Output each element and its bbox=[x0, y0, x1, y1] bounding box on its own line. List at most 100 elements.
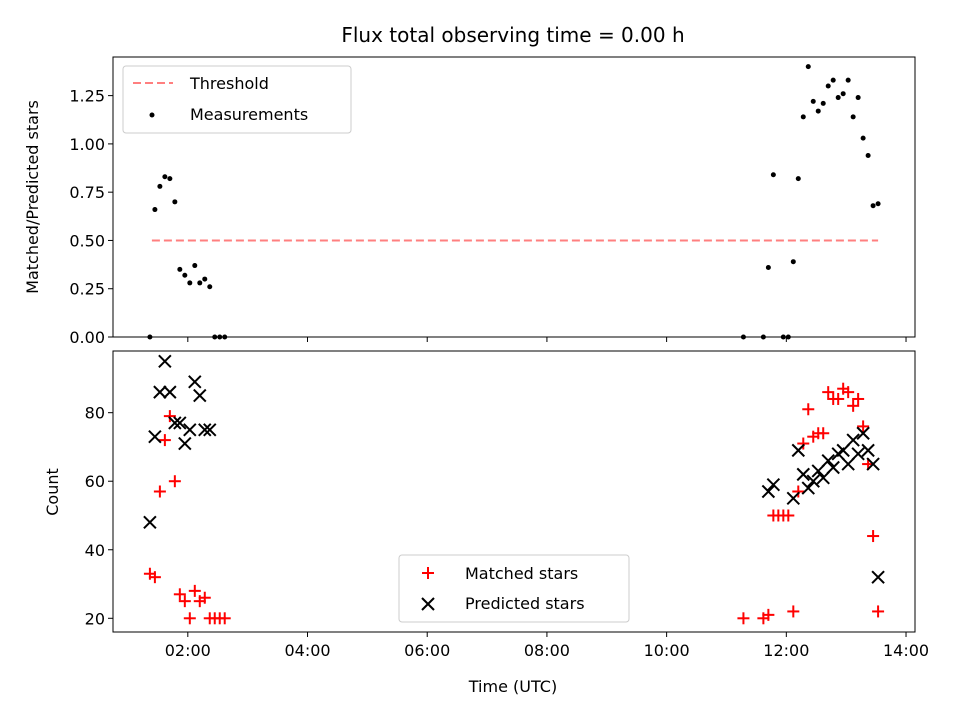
matched-stars-point bbox=[817, 427, 830, 440]
star-count-marks bbox=[143, 354, 885, 625]
measurements-point bbox=[172, 199, 178, 205]
predicted-stars-point bbox=[178, 436, 192, 451]
measurements-point bbox=[875, 201, 881, 207]
matched-stars-point bbox=[153, 485, 166, 498]
measurements-point bbox=[795, 176, 801, 182]
legend-measurements-swatch bbox=[149, 112, 155, 118]
predicted-stars-point bbox=[193, 388, 207, 403]
measurements-point bbox=[770, 172, 776, 178]
measurements-point bbox=[182, 272, 188, 278]
measurements-point bbox=[830, 77, 836, 83]
measurements-point bbox=[840, 91, 846, 97]
measurements-point bbox=[855, 95, 861, 101]
predicted-stars-point bbox=[796, 467, 810, 482]
legend-matched-label: Matched stars bbox=[465, 564, 578, 583]
y-tick-label: 1.00 bbox=[69, 135, 105, 154]
legend-predicted-label: Predicted stars bbox=[465, 594, 585, 613]
predicted-stars-point bbox=[766, 477, 781, 492]
measurements-point bbox=[810, 98, 816, 104]
x-tick-label: 14:00 bbox=[883, 641, 929, 660]
measurements-point bbox=[865, 152, 871, 158]
predicted-stars-point bbox=[801, 481, 815, 495]
measurements-point bbox=[815, 108, 821, 114]
predicted-stars-point bbox=[198, 423, 212, 437]
predicted-stars-point bbox=[791, 443, 805, 458]
predicted-stars-point bbox=[806, 474, 820, 488]
predicted-stars-point bbox=[851, 447, 865, 461]
flux-ratio-x-ticks bbox=[187, 337, 907, 342]
matched-stars-point bbox=[787, 605, 800, 618]
measurements-point bbox=[800, 114, 806, 120]
flux-ratio-y-ticks: 0.00 0.25 0.50 0.75 1.00 1.25 bbox=[69, 87, 113, 347]
x-tick-label: 10:00 bbox=[644, 641, 690, 660]
matched-stars-point bbox=[148, 571, 161, 584]
flux-ratio-legend: Threshold Measurements bbox=[122, 65, 352, 134]
predicted-stars-point bbox=[871, 570, 885, 584]
measurements-point bbox=[860, 135, 866, 141]
star-count-x-ticks: 02:00 04:00 06:00 08:00 10:00 12:00 14:00 bbox=[165, 632, 929, 660]
predicted-stars-point bbox=[816, 471, 830, 485]
legend-frame bbox=[122, 65, 352, 134]
measurements-point bbox=[820, 100, 826, 106]
matched-stars-point bbox=[762, 608, 775, 621]
matched-stars-point bbox=[218, 612, 231, 625]
predicted-stars-point bbox=[861, 443, 875, 458]
x-axis-label: Time (UTC) bbox=[468, 677, 557, 696]
matched-stars-point bbox=[872, 605, 885, 618]
x-tick-label: 12:00 bbox=[763, 641, 809, 660]
matched-stars-point bbox=[857, 420, 870, 433]
predicted-stars-point bbox=[143, 515, 157, 530]
flux-ratio-plot: 0.00 0.25 0.50 0.75 1.00 1.25 Matched/Predict… bbox=[23, 56, 916, 347]
measurements-point bbox=[167, 176, 173, 182]
y-tick-label: 1.25 bbox=[69, 87, 105, 106]
predicted-stars-point bbox=[761, 484, 776, 499]
star-count-y-ticks: 20 40 60 80 bbox=[85, 404, 113, 628]
predicted-stars-point bbox=[168, 416, 182, 430]
legend-matched-swatch bbox=[422, 567, 434, 579]
legend-predicted-swatch bbox=[421, 597, 435, 611]
legend-frame bbox=[398, 554, 630, 623]
y-tick-label: 20 bbox=[85, 609, 105, 628]
matched-stars-point bbox=[158, 434, 171, 447]
matched-stars-point bbox=[792, 485, 805, 498]
measurements-point bbox=[192, 263, 198, 269]
star-count-legend: Matched stars Predicted stars bbox=[398, 554, 630, 623]
measurements-point bbox=[152, 207, 158, 213]
predicted-stars-point bbox=[826, 460, 840, 475]
measurements-point bbox=[177, 266, 183, 272]
y-tick-label: 0.25 bbox=[69, 280, 105, 299]
measurements-point bbox=[825, 83, 831, 89]
legend-threshold-label: Threshold bbox=[189, 74, 269, 93]
x-tick-label: 06:00 bbox=[404, 641, 450, 660]
measurements-point bbox=[850, 114, 856, 120]
chart-title: Flux total observing time = 0.00 h bbox=[341, 23, 684, 47]
y-tick-label: 0.75 bbox=[69, 183, 105, 202]
matched-stars-point bbox=[802, 403, 815, 416]
predicted-stars-point bbox=[203, 423, 217, 437]
y-tick-label: 0.50 bbox=[69, 231, 105, 250]
predicted-stars-point bbox=[173, 416, 187, 430]
matched-stars-point bbox=[198, 591, 211, 604]
matched-stars-point bbox=[782, 509, 795, 522]
matched-stars-point bbox=[163, 410, 176, 423]
measurements-point bbox=[202, 276, 208, 282]
matched-stars-point bbox=[173, 588, 186, 601]
predicted-stars-point bbox=[821, 453, 835, 468]
predicted-stars-point bbox=[183, 423, 197, 437]
matched-stars-point bbox=[852, 392, 865, 405]
predicted-stars-point bbox=[153, 385, 167, 399]
measurements-point bbox=[162, 174, 168, 180]
measurements-point bbox=[870, 203, 876, 209]
predicted-stars-point bbox=[811, 464, 825, 478]
measurements-point bbox=[187, 280, 193, 286]
predicted-stars-point bbox=[846, 433, 860, 447]
matched-stars-point bbox=[168, 475, 181, 488]
measurements-point bbox=[157, 183, 163, 189]
matched-stars-point bbox=[178, 595, 191, 608]
matched-stars-point bbox=[797, 437, 810, 450]
matched-stars-point bbox=[183, 612, 196, 625]
matched-stars-point bbox=[737, 612, 750, 625]
matched-stars-point bbox=[867, 530, 880, 543]
measurements-point bbox=[835, 95, 841, 101]
predicted-stars-point bbox=[841, 457, 855, 471]
